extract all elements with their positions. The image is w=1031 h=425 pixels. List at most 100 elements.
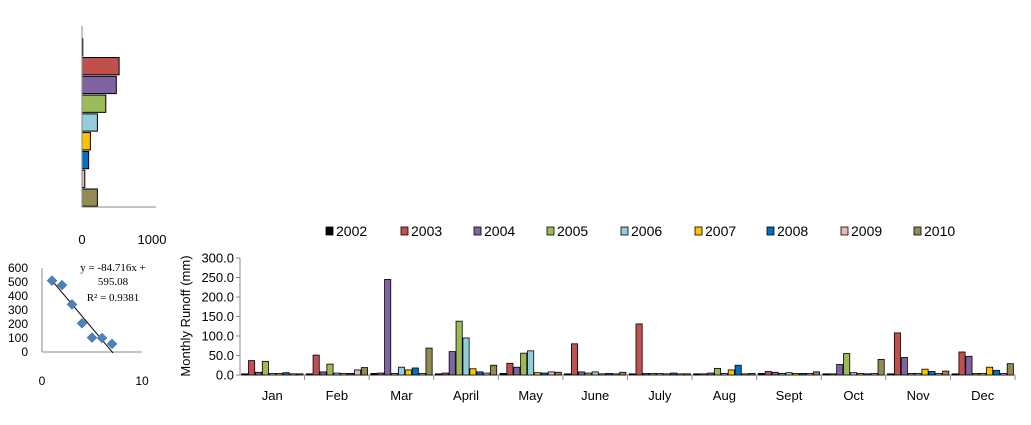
bar-2010-Aug [748,373,756,376]
bar-2004-July [642,373,650,376]
main-x-tick-label: Oct [843,388,864,403]
bar-2008-Nov [928,371,936,376]
bar-2004-Dec [965,355,973,376]
bar-2004-Nov [900,357,908,376]
main-y-tick-label: 200.0 [201,290,234,305]
scatter-y-tick-label: 500 [8,275,28,289]
bar-2007-Oct [856,373,864,376]
scatter-point [76,318,88,329]
bar-2003-Nov [893,332,901,376]
bar-2004-Jan [254,371,262,376]
main-x-tick-label: Nov [907,388,931,403]
bar-2010-Mar [425,347,433,376]
main-x-tick-label: Jan [262,388,283,403]
scatter-point [56,279,68,291]
bar-2003-Aug [700,373,708,376]
scatter-x-tick-label: 10 [135,374,149,388]
bar-2008-Oct [863,373,871,376]
legend-label-2002: 2002 [336,223,367,239]
bar-2008-Feb [347,373,355,376]
bar-2005-Mar [391,373,399,376]
main-x-tick-label: April [453,388,479,403]
bar-2002-Mar [370,373,378,376]
main-x-tick-label: Sept [776,388,803,403]
bar-2005-Dec [972,373,980,376]
main-x-tick-label: July [648,388,672,403]
main-x-tick-label: May [518,388,543,403]
bar-2002-Dec [951,373,959,376]
bar-2004-May [513,366,521,376]
bar-2002-July [628,373,636,376]
bar-2009-April [483,372,491,376]
bar-2010-May [554,371,562,376]
bar-2010-Oct [877,358,885,376]
bar-2010-June [619,371,627,376]
bar-2007-Dec [986,366,994,376]
scatter-y-tick-label: 0 [21,345,28,359]
bar-2005-Aug [713,367,721,376]
legend-label-2005: 2005 [557,223,588,239]
bar-2007-Jan [275,373,283,376]
bar-2008-Jan [282,372,290,376]
bar-2006-Aug [720,373,728,376]
main-y-tick-label: 0.0 [216,368,234,383]
bar-2007-Sept [792,373,800,376]
bar-2004-Feb [319,371,327,376]
bar-2008-Aug [734,364,742,376]
hbar-2003 [81,57,120,76]
bar-2007-Feb [340,373,348,376]
scatter-point [96,332,108,344]
bar-2009-Mar [418,373,426,376]
bar-2006-June [591,371,599,376]
bar-2002-Feb [305,373,313,376]
bar-2005-Sept [778,373,786,376]
legend-label-2006: 2006 [631,223,662,239]
bar-2005-July [649,373,657,376]
hbar-2005 [81,94,107,113]
bar-2006-Mar [397,366,405,376]
bar-2004-Sept [771,371,779,376]
bar-2010-April [490,364,498,376]
bar-2006-Feb [333,372,341,376]
bar-2003-July [635,323,643,376]
scatter-point [86,332,98,343]
legend-swatch-2008 [766,226,775,236]
bar-2008-June [605,373,613,376]
scatter-r-squared: R² = 0.9381 [87,292,140,304]
bar-2007-April [469,368,477,376]
scatter-equation-line-2: 595.08 [98,276,129,288]
bar-2003-April [441,372,449,376]
bar-2003-Feb [312,354,320,376]
legend-swatch-2004 [473,226,482,236]
main-y-tick-label: 250.0 [201,270,234,285]
hbar-2010 [81,188,98,207]
bar-2009-July [676,373,684,376]
bar-2006-Sept [785,372,793,376]
legend-swatch-2010 [913,226,922,236]
scatter-y-tick-label: 400 [8,289,28,303]
legend-label-2003: 2003 [411,223,442,239]
bar-2008-Dec [993,369,1001,376]
bar-2002-Aug [693,373,701,376]
bar-2009-Aug [741,373,749,376]
bar-2009-Sept [806,373,814,376]
bar-2006-Dec [979,373,987,376]
bar-2004-April [448,351,456,376]
bar-2003-May [506,362,514,376]
main-y-tick-label: 100.0 [201,329,234,344]
bar-2006-Jan [268,373,276,376]
main-x-tick-label: Aug [713,388,736,403]
bar-2009-Jan [289,373,297,376]
main-x-tick-label: June [581,388,609,403]
hbar-2006 [81,113,98,132]
bar-2009-Nov [935,373,943,376]
bar-2006-July [656,373,664,376]
bar-2006-Nov [914,373,922,376]
main-y-tick-label: 50.0 [209,348,234,363]
bar-2003-Dec [958,351,966,376]
main-y-tick-label: 150.0 [201,309,234,324]
bar-2002-Nov [887,373,895,376]
scatter-y-tick-label: 100 [8,331,28,345]
bar-2002-Jan [241,373,249,376]
main-y-axis-label: Monthly Runoff (mm) [178,255,193,376]
